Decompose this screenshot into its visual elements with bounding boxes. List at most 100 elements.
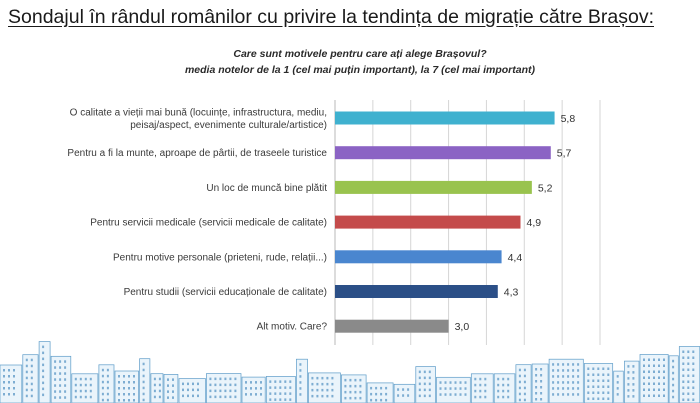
skyline-building <box>308 372 341 403</box>
skyline-window <box>79 389 82 393</box>
skyline-window <box>3 369 5 372</box>
skyline-building <box>296 358 308 403</box>
skyline-window <box>648 364 650 367</box>
skyline-window <box>648 370 650 373</box>
skyline-window <box>101 386 104 390</box>
skyline-window <box>592 385 595 388</box>
skyline-window <box>518 398 521 402</box>
skyline-window <box>567 369 570 372</box>
skyline-window <box>153 377 156 381</box>
skyline-window <box>402 388 405 391</box>
skyline-window <box>535 374 538 377</box>
skyline-window <box>106 368 109 372</box>
skyline-window <box>167 378 169 381</box>
skyline-window <box>607 397 610 400</box>
skyline-window <box>167 396 169 399</box>
skyline-window <box>289 386 292 389</box>
skyline-window <box>653 388 655 391</box>
skyline-window <box>687 392 690 395</box>
skyline-window <box>64 372 67 375</box>
skyline-window <box>25 388 28 392</box>
skyline-window <box>359 396 362 400</box>
skyline-building <box>114 370 139 403</box>
skyline-window <box>370 398 373 402</box>
skyline-window <box>616 381 619 384</box>
skyline-window <box>597 397 600 400</box>
skyline-window <box>316 382 319 386</box>
skyline-window <box>344 378 347 382</box>
skyline-window <box>153 383 156 387</box>
skyline-window <box>30 358 33 362</box>
category-label: Un loc de muncă bine plătit <box>206 183 327 194</box>
skyline-window <box>321 376 324 380</box>
skyline-window <box>106 392 109 396</box>
skyline-window <box>214 383 217 387</box>
skyline-window <box>214 377 217 381</box>
skyline-window <box>64 360 67 363</box>
skyline-window <box>385 386 388 390</box>
skyline-window <box>30 376 33 380</box>
category-label: Pentru motive personale (prieteni, rude,… <box>113 252 327 263</box>
skyline-window <box>260 393 262 396</box>
skyline-window <box>507 395 510 399</box>
skyline-window <box>682 386 685 389</box>
skyline-window <box>418 388 421 392</box>
skyline-window <box>497 377 500 381</box>
skyline-window <box>354 390 357 394</box>
skyline-window <box>552 393 555 396</box>
skyline-window <box>484 395 487 399</box>
skyline-window <box>587 391 590 394</box>
skyline-window <box>59 378 62 381</box>
skyline-window <box>279 386 282 389</box>
skyline-window <box>311 388 314 392</box>
skyline-window <box>118 393 120 396</box>
skyline-window <box>627 389 630 392</box>
skyline-window <box>535 380 538 383</box>
skyline-window <box>540 386 543 389</box>
skyline-window <box>89 377 92 381</box>
skyline-window <box>474 389 477 393</box>
skyline-window <box>597 385 600 388</box>
skyline-building <box>241 376 266 403</box>
skyline-window <box>187 388 189 392</box>
skyline-window <box>658 376 660 379</box>
skyline-window <box>64 390 67 393</box>
skyline-window <box>142 386 145 390</box>
skyline-window <box>8 375 10 378</box>
bar <box>335 215 521 229</box>
skyline-window <box>101 368 104 372</box>
skyline-window <box>299 363 302 366</box>
skyline-window <box>224 395 227 399</box>
skyline-window <box>540 368 543 371</box>
skyline-window <box>692 356 695 359</box>
skyline-window <box>42 393 45 397</box>
skyline-window <box>158 377 161 381</box>
skyline-window <box>118 381 120 384</box>
skyline-window <box>592 391 595 394</box>
skyline-window <box>397 388 400 391</box>
skyline-window <box>274 386 277 389</box>
skyline-window <box>74 377 77 381</box>
bar <box>335 146 551 160</box>
skyline-window <box>567 387 570 390</box>
chart-title-line-1: Care sunt motivele pentru care ați alege… <box>233 48 487 60</box>
skyline-window <box>128 375 130 378</box>
skyline-window <box>449 393 452 396</box>
skyline-window <box>643 376 645 379</box>
skyline-window <box>479 395 482 399</box>
skyline-window <box>632 377 635 380</box>
skyline-window <box>557 375 560 378</box>
skyline-building <box>139 358 151 403</box>
skyline-window <box>464 381 467 384</box>
skyline-window <box>607 373 610 376</box>
skyline-window <box>632 383 635 386</box>
skyline-window <box>359 378 362 382</box>
skyline-window <box>260 387 262 390</box>
skyline-window <box>245 393 247 396</box>
skyline-window <box>658 358 660 361</box>
skyline-window <box>42 375 45 379</box>
skyline-window <box>142 398 145 402</box>
skyline-window <box>632 365 635 368</box>
skyline-window <box>250 387 252 390</box>
